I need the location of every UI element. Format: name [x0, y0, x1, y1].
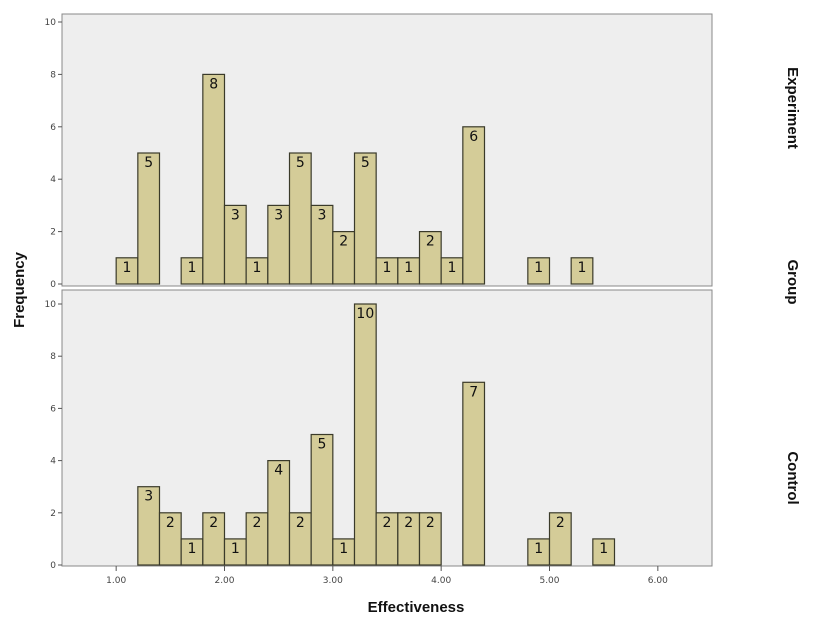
x-tick-label: 4.00 [431, 576, 451, 586]
panel-experiment-background [61, 13, 713, 287]
bar-count-label: 3 [318, 207, 327, 223]
bar-count-label: 6 [469, 129, 478, 145]
x-axis-title: Effectiveness [368, 599, 465, 616]
bar-count-label: 1 [188, 541, 197, 557]
x-tick-label: 5.00 [539, 576, 559, 586]
bar-count-label: 5 [361, 155, 370, 171]
bar-count-label: 1 [534, 541, 543, 557]
bar-count-label: 7 [469, 384, 478, 400]
bar-count-label: 2 [166, 515, 175, 531]
histogram-bar [353, 152, 377, 285]
histogram-bar [548, 512, 572, 566]
bar-count-label: 2 [296, 515, 305, 531]
bar-count-label: 3 [144, 489, 153, 505]
bar-count-label: 2 [339, 234, 348, 250]
bar-count-label: 2 [253, 515, 262, 531]
x-tick-label: 3.00 [323, 576, 343, 586]
histogram-bar [570, 257, 594, 285]
histogram-bar [288, 152, 312, 285]
bar-count-label: 1 [578, 260, 587, 276]
y-tick-label: 10 [45, 300, 57, 310]
bar-count-label: 3 [274, 207, 283, 223]
histogram-bar [353, 303, 377, 566]
bar-count-label: 1 [534, 260, 543, 276]
histogram-bar [462, 126, 486, 285]
histogram-bar [462, 381, 486, 566]
bar-count-label: 3 [231, 207, 240, 223]
y-tick-label: 0 [50, 280, 56, 290]
facet-label-control: Control [784, 451, 801, 504]
y-tick-label: 6 [50, 404, 56, 414]
histogram-bar [418, 512, 442, 566]
y-tick-label: 2 [50, 509, 56, 519]
bar-count-label: 1 [599, 541, 608, 557]
bar-count-label: 8 [209, 76, 218, 92]
bar-count-label: 2 [426, 234, 435, 250]
bar-count-label: 2 [209, 515, 218, 531]
bar-count-label: 2 [556, 515, 565, 531]
y-tick-label: 10 [45, 18, 57, 28]
y-tick-label: 6 [50, 123, 56, 133]
bar-count-label: 2 [383, 515, 392, 531]
bar-count-label: 5 [318, 437, 327, 453]
y-tick-label: 4 [50, 457, 56, 467]
bar-count-label: 2 [404, 515, 413, 531]
histogram-bar [592, 538, 616, 566]
bar-count-label: 5 [296, 155, 305, 171]
axes-layer: 0 2 4 6 8 10 0 2 4 6 8 10 1.00 2.00 3.00 4.00 5.00 6.00 [45, 18, 669, 586]
histogram-bar [223, 204, 247, 285]
bar-count-label: 1 [404, 260, 413, 276]
facet-label-experiment: Experiment [784, 67, 801, 149]
y-tick-label: 4 [50, 175, 56, 185]
bar-count-label: 5 [144, 155, 153, 171]
y-axis-title: Frequency [11, 251, 28, 328]
histogram-bar [527, 257, 551, 285]
x-tick-label: 2.00 [214, 576, 234, 586]
bars-layer [115, 73, 616, 566]
y-tick-label: 8 [50, 70, 56, 80]
bar-count-label: 10 [356, 306, 374, 322]
facet-group-label: Group [784, 260, 801, 305]
histogram-bar [137, 152, 161, 285]
bar-count-label: 1 [188, 260, 197, 276]
x-tick-label: 1.00 [106, 576, 126, 586]
bar-count-label: 4 [274, 463, 283, 479]
y-tick-label: 0 [50, 561, 56, 571]
bar-count-label: 1 [123, 260, 132, 276]
bar-count-label: 1 [339, 541, 348, 557]
x-tick-label: 6.00 [648, 576, 668, 586]
histogram-bar [202, 73, 226, 285]
bar-count-label: 1 [383, 260, 392, 276]
bar-count-label: 1 [253, 260, 262, 276]
bar-count-label: 1 [231, 541, 240, 557]
y-tick-label: 8 [50, 352, 56, 362]
bar-count-label: 2 [426, 515, 435, 531]
histogram-bar [310, 433, 334, 566]
bar-count-label: 1 [448, 260, 457, 276]
y-tick-label: 2 [50, 228, 56, 238]
